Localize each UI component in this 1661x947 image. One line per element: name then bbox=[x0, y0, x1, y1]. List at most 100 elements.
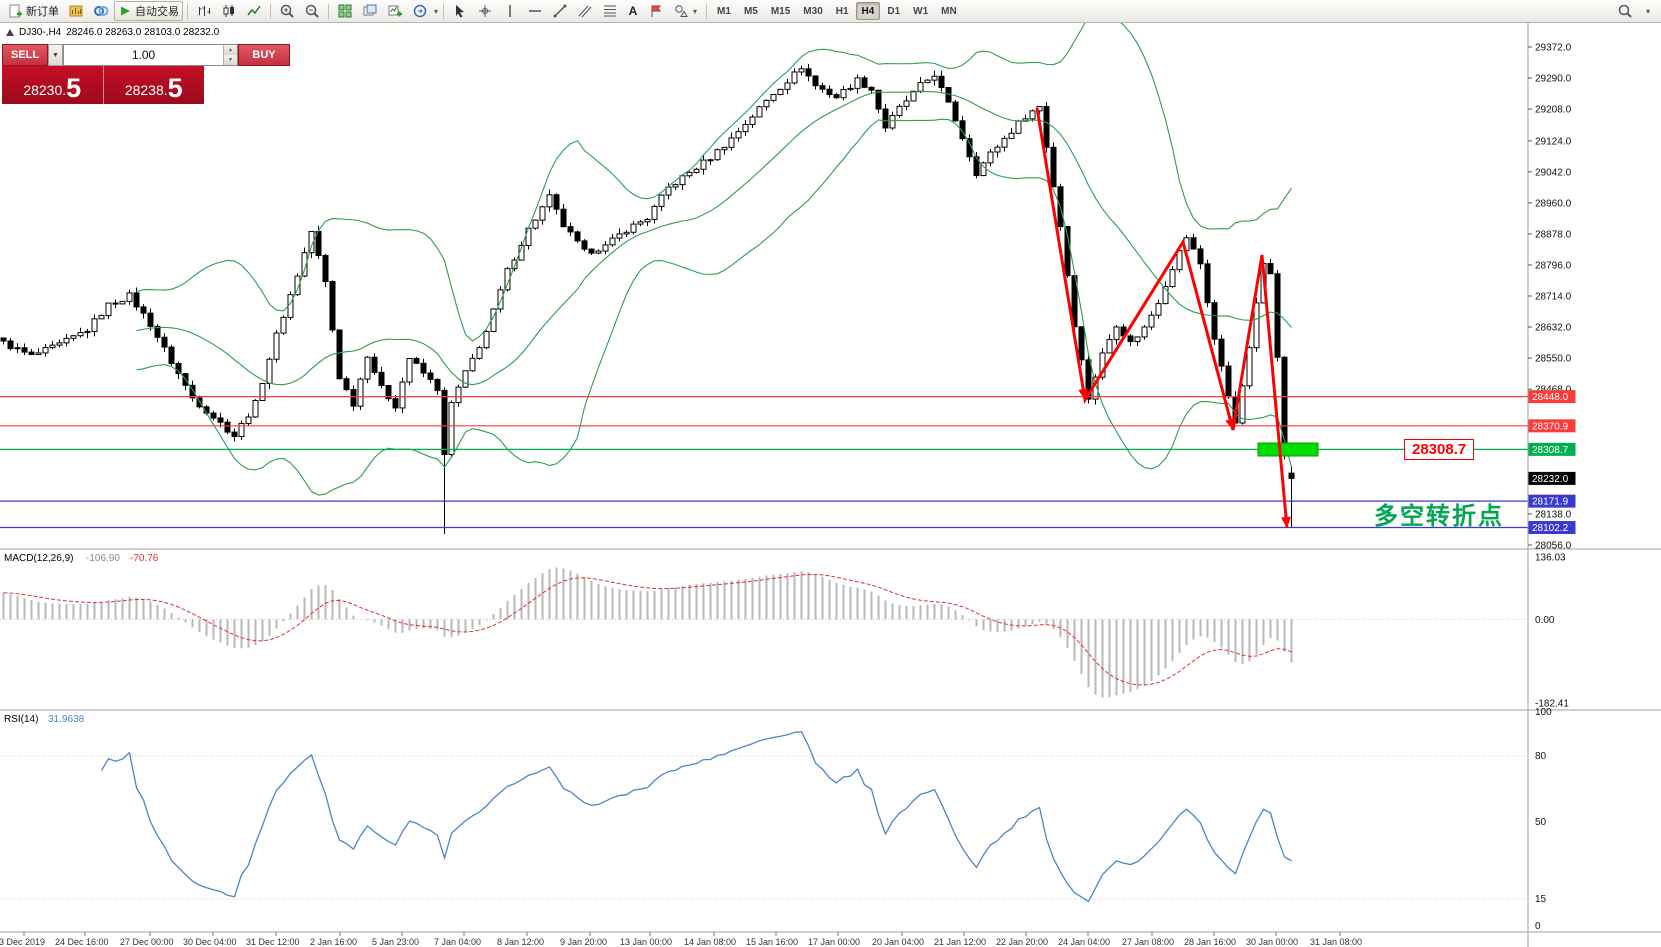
horizontal-line-tool-button[interactable] bbox=[523, 1, 547, 21]
sell-price[interactable]: 28230. 5 bbox=[2, 66, 104, 104]
volume-preset-dropdown[interactable]: ▼ bbox=[48, 44, 63, 66]
channel-icon bbox=[578, 5, 592, 18]
fibonacci-icon bbox=[604, 5, 617, 17]
price-tick-label: 28468.0 bbox=[1535, 385, 1572, 396]
timeframe-button-M1[interactable]: M1 bbox=[711, 2, 737, 20]
crosshair-tool-button[interactable] bbox=[473, 1, 497, 21]
toolbar-caret-icon[interactable]: ▾ bbox=[434, 6, 439, 16]
channel-tool-button[interactable] bbox=[573, 1, 597, 21]
new-order-button[interactable]: 新订单 bbox=[3, 1, 63, 21]
highlight-rectangle[interactable] bbox=[1257, 442, 1319, 457]
candle-body bbox=[385, 385, 392, 400]
candle-body bbox=[1204, 263, 1211, 304]
new-order-icon bbox=[9, 4, 22, 18]
candle-body bbox=[658, 194, 665, 207]
volume-input[interactable] bbox=[64, 45, 223, 65]
candle-body bbox=[28, 351, 35, 355]
play-icon bbox=[121, 6, 130, 16]
candle-body bbox=[1239, 385, 1246, 424]
candle-body bbox=[805, 68, 812, 77]
fibonacci-tool-button[interactable] bbox=[598, 1, 622, 21]
line-chart-mode-button[interactable] bbox=[242, 1, 266, 21]
candle-body bbox=[693, 168, 700, 173]
one-click-trading-panel: SELL ▼ ▲ ▼ BUY 28230.5 28238.5 bbox=[2, 44, 290, 104]
timeframe-button-D1[interactable]: D1 bbox=[881, 2, 906, 20]
candle-body bbox=[154, 325, 161, 338]
toolbar-overflow-button[interactable]: ▾ bbox=[1638, 1, 1658, 21]
candle-body bbox=[105, 302, 112, 317]
bar-chart-mode-button[interactable] bbox=[192, 1, 216, 21]
chart-symbol-period: DJ30-,H4 bbox=[19, 27, 62, 38]
candle-body bbox=[826, 88, 833, 96]
horizontal-line-icon bbox=[529, 10, 542, 12]
candle-body bbox=[483, 330, 490, 349]
macd-signal-line bbox=[3, 573, 1292, 686]
candle-body bbox=[910, 90, 917, 102]
label-tool-button[interactable] bbox=[644, 1, 668, 21]
level-price-badge: 28448.0 bbox=[1532, 392, 1569, 403]
candle-body bbox=[98, 315, 105, 320]
level-price-badge: 28171.9 bbox=[1532, 497, 1569, 508]
zoom-out-button[interactable] bbox=[300, 1, 324, 21]
candle-body bbox=[707, 159, 714, 162]
zoom-in-button[interactable] bbox=[275, 1, 299, 21]
toolbar-separator bbox=[187, 3, 188, 19]
volume-up-button[interactable]: ▲ bbox=[224, 45, 237, 55]
candle-body bbox=[399, 381, 406, 409]
candle-body bbox=[630, 223, 637, 233]
candle-body bbox=[413, 358, 420, 364]
vertical-line-tool-button[interactable] bbox=[498, 1, 522, 21]
candle-body bbox=[42, 347, 49, 354]
chart-shift-button[interactable] bbox=[408, 1, 432, 21]
search-button[interactable] bbox=[1613, 1, 1637, 21]
toolbar-separator bbox=[706, 3, 708, 19]
candle-body bbox=[434, 378, 441, 391]
candle-body bbox=[574, 231, 581, 242]
candle-body bbox=[840, 89, 847, 99]
timeframe-button-MN[interactable]: MN bbox=[935, 2, 963, 20]
chart-title: DJ30-,H4 28246.0 28263.0 28103.0 28232.0 bbox=[6, 27, 219, 38]
candle-body bbox=[175, 362, 182, 375]
one-click-collapse-icon[interactable] bbox=[6, 29, 14, 36]
charts-bar-icon-button[interactable] bbox=[64, 1, 88, 21]
trend-arrow-path[interactable] bbox=[1035, 107, 1289, 529]
candle-body bbox=[546, 194, 553, 208]
shapes-caret-icon: ▾ bbox=[693, 6, 698, 16]
candle-body bbox=[350, 389, 357, 407]
timeframe-button-W1[interactable]: W1 bbox=[907, 2, 934, 20]
turning-point-annotation[interactable]: 多空转折点 bbox=[1374, 503, 1504, 530]
level-price-badge-bg bbox=[1528, 390, 1576, 404]
trendline-icon bbox=[553, 4, 567, 18]
sell-button[interactable]: SELL bbox=[2, 44, 48, 66]
volume-down-button[interactable]: ▼ bbox=[224, 55, 237, 65]
auto-trading-button[interactable]: 自动交易 bbox=[114, 1, 183, 21]
level-price-badge-bg bbox=[1528, 442, 1576, 456]
buy-price[interactable]: 28238. 5 bbox=[103, 66, 204, 104]
timeframe-button-H1[interactable]: H1 bbox=[830, 2, 855, 20]
timeframe-button-H4[interactable]: H4 bbox=[855, 2, 881, 20]
toolbar-separator bbox=[270, 3, 271, 19]
text-tool-button[interactable]: A bbox=[623, 1, 643, 21]
candle-body bbox=[581, 240, 588, 250]
shapes-tool-button[interactable]: ▾ bbox=[669, 1, 702, 21]
trendline-tool-button[interactable] bbox=[548, 1, 572, 21]
timeframe-button-M15[interactable]: M15 bbox=[765, 2, 796, 20]
rsi-scale-label: 50 bbox=[1535, 817, 1547, 828]
new-chart-button[interactable] bbox=[383, 1, 407, 21]
price-level-textbox[interactable]: 28308.7 bbox=[1404, 439, 1475, 460]
candle-body bbox=[133, 292, 140, 308]
candle-body bbox=[924, 79, 931, 84]
profiles-button[interactable] bbox=[89, 1, 113, 21]
candlestick-mode-button[interactable] bbox=[217, 1, 241, 21]
candle-body bbox=[1176, 250, 1183, 271]
buy-button[interactable]: BUY bbox=[238, 44, 290, 66]
timeframe-button-M5[interactable]: M5 bbox=[738, 2, 764, 20]
cascade-windows-button[interactable] bbox=[358, 1, 382, 21]
tile-windows-button[interactable] bbox=[333, 1, 357, 21]
candle-body bbox=[819, 85, 826, 90]
candle-body bbox=[588, 248, 595, 254]
cursor-tool-button[interactable] bbox=[448, 1, 472, 21]
candle-body bbox=[504, 268, 511, 291]
timeframe-button-M30[interactable]: M30 bbox=[797, 2, 828, 20]
